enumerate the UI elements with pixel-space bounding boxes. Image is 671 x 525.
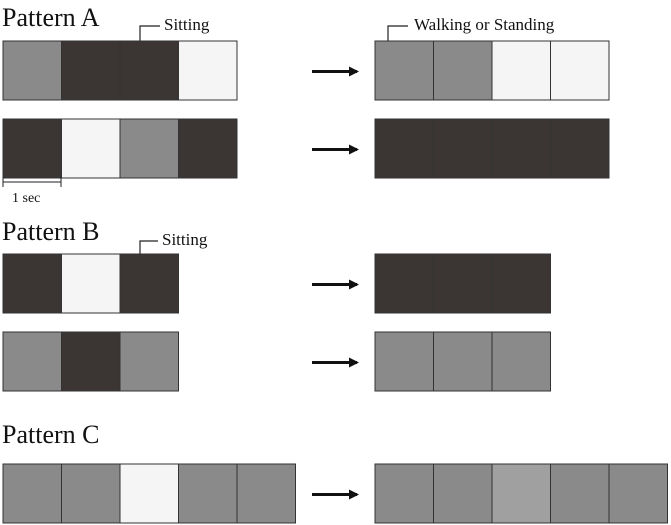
pattern-b-row-1-before-cell-1-sitting bbox=[2, 253, 62, 314]
pattern-b-row-1-after-cell-1-sitting bbox=[374, 253, 434, 314]
pattern-c-row-1-before bbox=[2, 463, 296, 524]
pattern-a-row-1-after-cell-1-walking-standing bbox=[374, 40, 434, 101]
pattern-c-row-1-before-cell-2-walking-standing bbox=[61, 463, 121, 524]
pattern-c-row-1-before-cell-1-walking-standing bbox=[2, 463, 62, 524]
pattern-c-row-1-after-cell-4-walking-standing bbox=[550, 463, 610, 524]
pattern-a-row-2-after-cell-3-sitting bbox=[491, 118, 551, 179]
pattern-a-walking-label: Walking or Standing bbox=[414, 15, 555, 34]
pattern-b-row-1-after-cell-2-sitting bbox=[433, 253, 493, 314]
pattern-a-row-1-before-cell-1-walking-standing bbox=[2, 40, 62, 101]
pattern-a-sitting-label: Sitting bbox=[164, 15, 210, 34]
scale-bar-label: 1 sec bbox=[12, 191, 40, 206]
pattern-c-row-1-before-cell-5-walking-standing bbox=[236, 463, 296, 524]
pattern-c-row-1-after-cell-3-mid bbox=[491, 463, 551, 524]
pattern-c-row-1-before-cell-4-walking-standing bbox=[178, 463, 238, 524]
pattern-b-row-1-after bbox=[374, 253, 551, 314]
pattern-b-row-1-before-cell-3-sitting bbox=[119, 253, 179, 314]
pattern-a-row-1-before-cell-2-sitting bbox=[61, 40, 121, 101]
pattern-a-row-2-after bbox=[374, 118, 610, 179]
pattern-a-sitting-leader bbox=[139, 25, 160, 47]
pattern-c-row-1-after bbox=[374, 463, 668, 524]
pattern-a-row-1-before-cell-4-light bbox=[178, 40, 238, 101]
pattern-b-row-2-after-cell-3-walking-standing bbox=[491, 331, 551, 392]
pattern-a-row-1-before bbox=[2, 40, 238, 101]
pattern-a-row-2-before-cell-1-sitting bbox=[2, 118, 62, 179]
pattern-b-row-1-before-cell-2-light bbox=[61, 253, 121, 314]
pattern-b-row-2-before bbox=[2, 331, 179, 392]
pattern-c-row-1-after-cell-5-walking-standing bbox=[608, 463, 668, 524]
pattern-a-row-1-after-cell-4-light bbox=[550, 40, 610, 101]
pattern-b-row-2-before-cell-3-walking-standing bbox=[119, 331, 179, 392]
pattern-b-row-2-after bbox=[374, 331, 551, 392]
pattern-c-row-1-after-cell-2-walking-standing bbox=[433, 463, 493, 524]
pattern-a-row-2-before-cell-3-walking-standing bbox=[119, 118, 179, 179]
pattern-a-row-2-before-cell-4-sitting bbox=[178, 118, 238, 179]
pattern-b-row-1-after-cell-3-sitting bbox=[491, 253, 551, 314]
pattern-a-row-1-after-cell-3-light bbox=[491, 40, 551, 101]
pattern-a-row-2-after-cell-2-sitting bbox=[433, 118, 493, 179]
pattern-a-row-1-after-cell-2-walking-standing bbox=[433, 40, 493, 101]
scale-bar bbox=[2, 177, 62, 187]
pattern-c-row-1-after-cell-1-walking-standing bbox=[374, 463, 434, 524]
pattern-a-row-2-before bbox=[2, 118, 238, 179]
pattern-b-row-2-before-cell-2-sitting bbox=[61, 331, 121, 392]
pattern-a-row-2-before-cell-2-light bbox=[61, 118, 121, 179]
pattern-c-title: Pattern C bbox=[2, 420, 100, 449]
pattern-a-row-2-after-cell-1-sitting bbox=[374, 118, 434, 179]
pattern-a-row-2-after-cell-4-sitting bbox=[550, 118, 610, 179]
pattern-b-row-1-before bbox=[2, 253, 179, 314]
pattern-a-row-1-after bbox=[374, 40, 610, 101]
pattern-a-walking-leader bbox=[387, 25, 408, 47]
pattern-b-row-2-before-cell-1-walking-standing bbox=[2, 331, 62, 392]
pattern-b-sitting-label: Sitting bbox=[162, 230, 208, 249]
pattern-b-title: Pattern B bbox=[2, 217, 100, 246]
pattern-a-row-1-before-cell-3-sitting bbox=[119, 40, 179, 101]
pattern-b-row-2-after-cell-1-walking-standing bbox=[374, 331, 434, 392]
pattern-b-row-2-after-cell-2-walking-standing bbox=[433, 331, 493, 392]
pattern-c-row-1-before-cell-3-light bbox=[119, 463, 179, 524]
pattern-a-title: Pattern A bbox=[2, 3, 100, 32]
